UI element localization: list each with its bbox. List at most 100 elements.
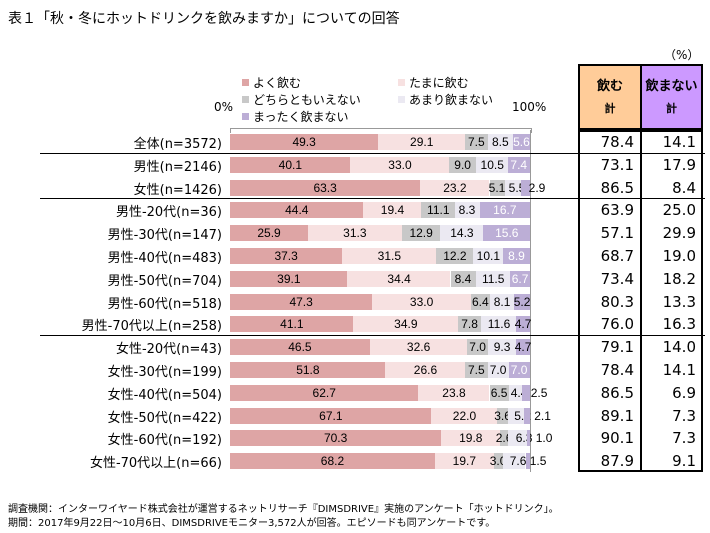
- category-label: 男性-70代以上(n=258): [81, 319, 222, 335]
- bar-value-label: 49.3: [292, 135, 316, 149]
- bar-segment: [481, 316, 517, 333]
- bar-segment: [508, 407, 524, 424]
- bar-segment: [527, 430, 530, 447]
- category-label: 女性-50代(n=422): [107, 410, 222, 426]
- bar-segment: [489, 179, 505, 196]
- bar-value-label: 8.5: [491, 135, 509, 149]
- bar-value-label: 9.3: [493, 340, 511, 355]
- bar-value-label: 4.7: [514, 340, 532, 355]
- drink-total-value: 76.0: [600, 315, 634, 334]
- unit-label: （%）: [664, 48, 700, 62]
- bar-value-label: 51.8: [296, 363, 320, 377]
- nodrink-total-header: 飲まない計: [640, 64, 703, 130]
- bar-value-label: 8.1: [493, 294, 511, 309]
- bar-value-label: 6.4: [472, 294, 489, 309]
- header-line: 飲まない: [645, 79, 698, 94]
- bar-value-label: 37.3: [274, 249, 298, 263]
- bar-value-label: 4.7: [514, 317, 532, 332]
- bar-value-label: 12.9: [409, 226, 433, 241]
- bar-value-label: 11.6: [487, 317, 511, 332]
- nodrink-total-value: 7.3: [672, 406, 696, 425]
- category-label: 男性(n=2146): [133, 159, 222, 175]
- bar-segment: [347, 270, 451, 287]
- nodrink-total-value: 29.9: [662, 224, 696, 243]
- bar-segment: [487, 134, 514, 150]
- bar-value-label: 34.9: [394, 317, 418, 332]
- divider: [640, 130, 642, 472]
- chart-title: 表１「秋・冬にホットドリンクを飲みますか」についての回答: [8, 11, 400, 27]
- drink-total-value: 73.1: [600, 155, 634, 174]
- category-label: 男性-20代(n=36): [115, 205, 222, 221]
- axis-min-label: 0%: [214, 100, 234, 114]
- category-label: 女性-30代(n=199): [107, 365, 222, 380]
- category-label: 女性-40代(n=504): [107, 387, 222, 403]
- footnote: 期間：2017年9月22日～10月6日、DIMSDRIVEモニター3,572人が…: [8, 518, 496, 529]
- drink-total-value: 68.7: [600, 247, 634, 265]
- category-label: 女性-20代(n=43): [115, 342, 222, 358]
- legend-item: よく飲む: [242, 74, 301, 91]
- drink-total-value: 78.4: [600, 361, 634, 379]
- bar-value-label: 8.3: [458, 203, 476, 218]
- bar-value-label: 6.7: [511, 271, 529, 286]
- legend-swatch: [242, 79, 249, 86]
- bar-segment: [513, 134, 530, 150]
- category-label: 男性-30代(n=147): [107, 228, 222, 244]
- bar-value-label: 19.8: [459, 431, 483, 446]
- bar-segment: [230, 202, 364, 219]
- bar-segment: [230, 384, 419, 401]
- bar-value-label: 22.0: [452, 408, 477, 423]
- legend-label: よく飲む: [253, 76, 302, 90]
- bar-segment: [230, 270, 348, 287]
- bar-segment: [467, 339, 489, 356]
- nodrink-total-value: 14.1: [662, 361, 696, 379]
- drink-total-value: 79.1: [600, 338, 634, 357]
- bar-value-label: 67.1: [319, 408, 343, 423]
- nodrink-total-value: 9.1: [672, 452, 696, 471]
- bar-value-label: 7.4: [510, 157, 528, 172]
- legend-label: たまに飲む: [409, 76, 469, 90]
- bar-segment: [479, 202, 530, 219]
- bar-segment: [434, 453, 494, 470]
- bar-segment: [476, 156, 508, 173]
- nodrink-total-value: 13.3: [662, 292, 696, 311]
- bar-value-label: 19.4: [380, 203, 405, 218]
- bar-value-label: 44.4: [285, 203, 309, 218]
- legend-item: まったく飲まない: [242, 108, 349, 125]
- legend-label: あまり飲まない: [409, 93, 494, 107]
- nodrink-total-value: 14.0: [662, 338, 696, 357]
- bar-segment: [440, 225, 484, 242]
- bar-segment: [521, 179, 530, 196]
- divider: [530, 130, 531, 472]
- bar-segment: [487, 362, 509, 378]
- nodrink-total-value: 8.4: [672, 178, 696, 197]
- bar-value-label: 7.8: [461, 317, 478, 332]
- bar-segment: [504, 179, 522, 196]
- bar-value-label: 47.3: [289, 294, 313, 309]
- bar-value-label: 11.1: [427, 203, 450, 218]
- bar-segment: [516, 316, 531, 333]
- bar-segment: [465, 362, 488, 378]
- legend-label: どちらともいえない: [253, 93, 361, 107]
- bar-segment: [363, 202, 422, 219]
- bar-segment: [418, 384, 490, 401]
- drink-total-value: 90.1: [600, 429, 634, 448]
- bar-segment: [508, 362, 530, 378]
- bar-value-label: 9.0: [454, 157, 471, 172]
- bar-segment: [475, 270, 511, 287]
- bar-segment: [401, 225, 441, 242]
- nodrink-total-value: 7.3: [672, 429, 696, 448]
- bar-value-label: 26.6: [413, 363, 438, 377]
- group-separator: [40, 335, 705, 337]
- nodrink-total-value: 16.3: [662, 315, 696, 334]
- bar-segment: [490, 293, 515, 310]
- bar-value-label: 39.1: [277, 271, 301, 286]
- drink-total-value: 87.9: [600, 452, 634, 471]
- bar-value-label: 6.5: [490, 385, 508, 400]
- bar-value-label: 7.5: [467, 135, 485, 149]
- bar-segment: [509, 384, 523, 401]
- bar-segment: [230, 453, 435, 470]
- bar-segment: [488, 339, 517, 356]
- drink-total-value: 63.9: [600, 201, 634, 220]
- bar-segment: [230, 156, 351, 173]
- bar-segment: [497, 407, 509, 424]
